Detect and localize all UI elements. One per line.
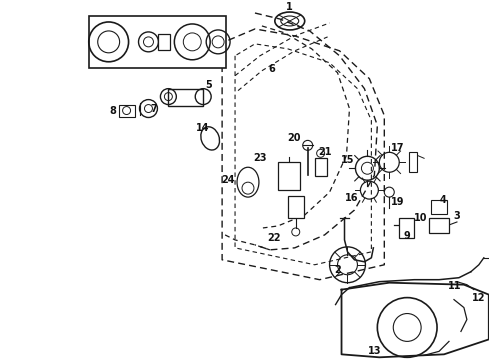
Bar [431, 200, 447, 214]
Text: 10: 10 [415, 213, 428, 223]
Text: 20: 20 [287, 134, 300, 143]
Text: 21: 21 [318, 147, 331, 157]
Text: 3: 3 [454, 211, 460, 221]
Text: 13: 13 [368, 346, 381, 356]
Text: 6: 6 [269, 64, 275, 74]
Bar [409, 152, 417, 172]
Text: 1: 1 [286, 2, 293, 12]
Text: 4: 4 [440, 195, 446, 205]
Text: 2: 2 [334, 265, 341, 275]
Text: 7: 7 [150, 104, 157, 113]
Text: 17: 17 [391, 143, 404, 153]
Bar [288, 196, 304, 218]
Bar [119, 104, 135, 117]
Text: 16: 16 [345, 193, 358, 203]
Bar [169, 89, 203, 105]
Text: 23: 23 [253, 153, 267, 163]
Text: 14: 14 [196, 123, 209, 134]
Bar [315, 158, 327, 176]
Text: 24: 24 [221, 175, 235, 185]
Bar [158, 34, 171, 50]
Text: 5: 5 [205, 80, 212, 90]
Text: 11: 11 [448, 281, 462, 291]
Bar [399, 218, 414, 238]
Text: 8: 8 [109, 105, 116, 116]
Text: 22: 22 [267, 233, 281, 243]
Bar [278, 162, 300, 190]
Text: 12: 12 [472, 293, 486, 303]
Text: 19: 19 [391, 197, 404, 207]
Bar [89, 16, 226, 68]
Text: 15: 15 [341, 155, 354, 165]
Text: 9: 9 [404, 231, 411, 241]
Bar [429, 218, 449, 233]
